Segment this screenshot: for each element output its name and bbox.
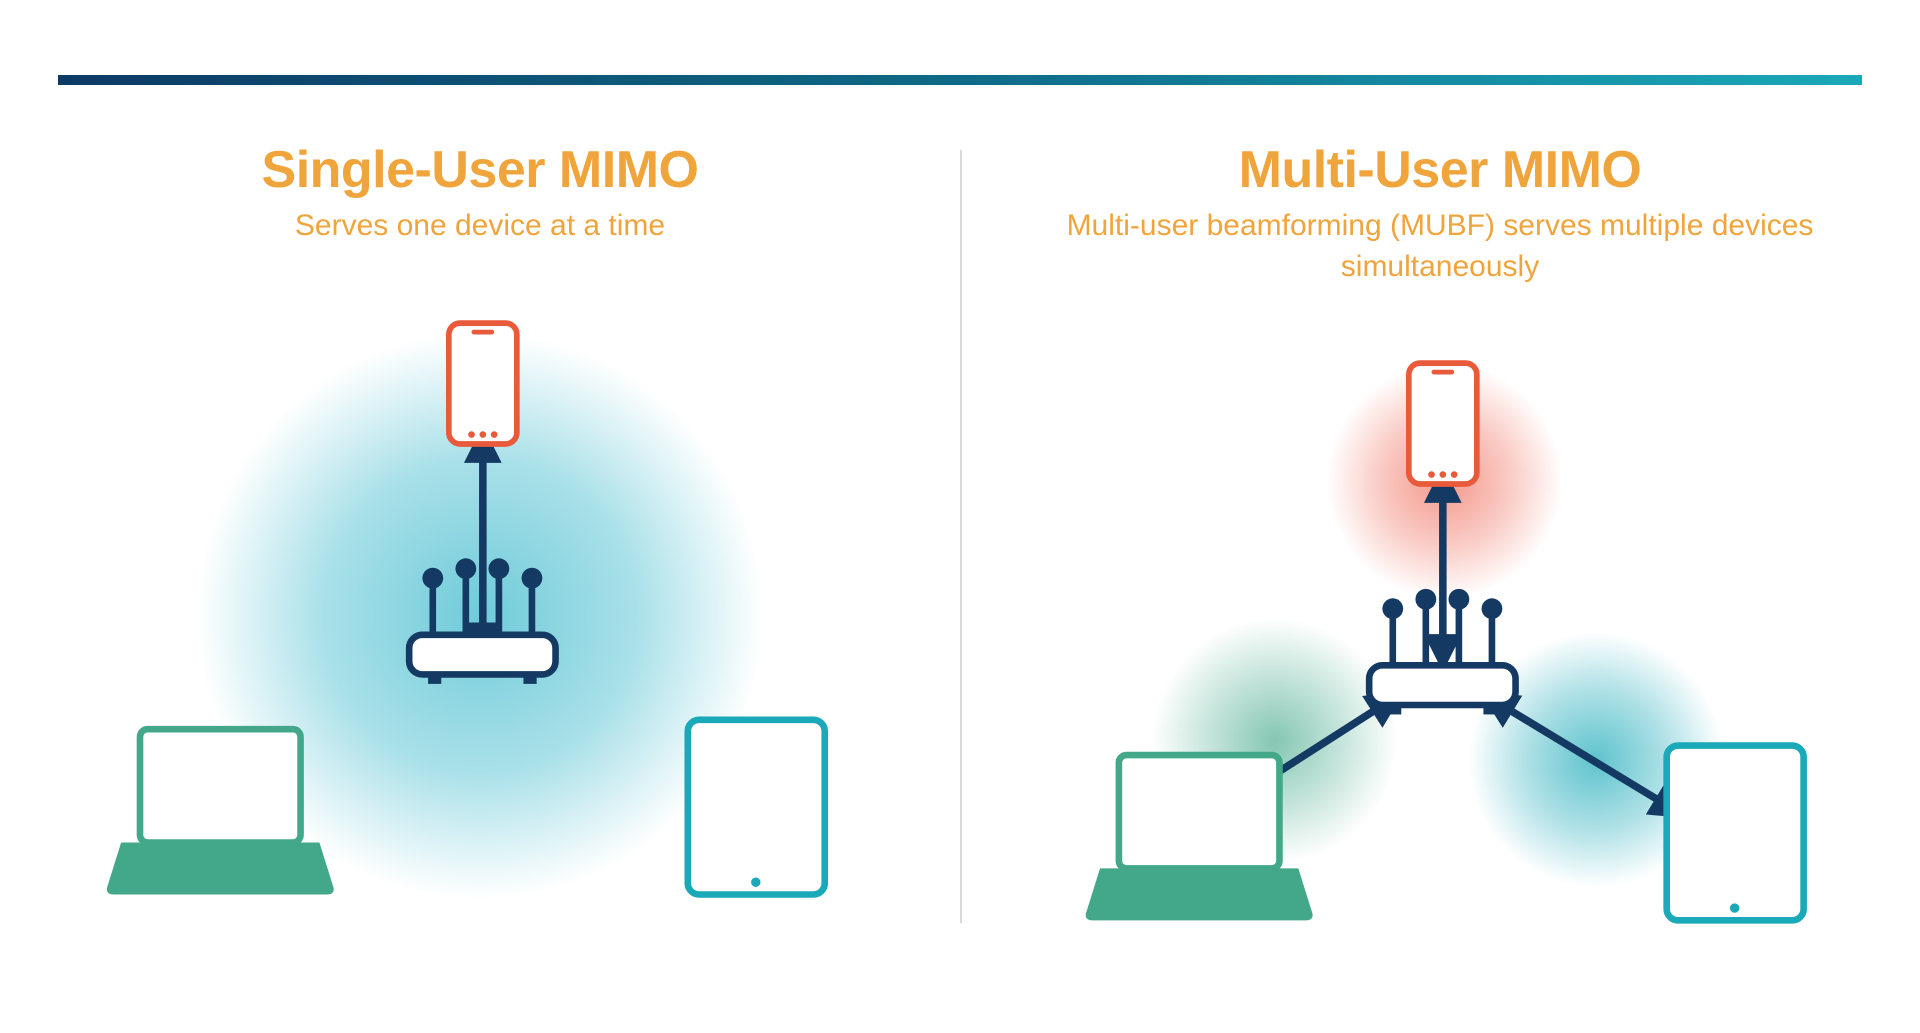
panel-title: Multi-User MIMO: [960, 140, 1920, 200]
panel-multi-user: Multi-User MIMO Multi-user beamforming (…: [960, 120, 1920, 1033]
top-accent-bar: [58, 75, 1862, 85]
tablet-icon: [1667, 746, 1804, 921]
laptop-icon: [1086, 755, 1313, 920]
panels-container: Single-User MIMO Serves one device at a …: [0, 120, 1920, 1033]
phone-icon: [1409, 363, 1477, 484]
single-user-canvas: [0, 257, 960, 937]
panel-single-user: Single-User MIMO Serves one device at a …: [0, 120, 960, 1033]
panel-subtitle: Multi-user beamforming (MUBF) serves mul…: [960, 206, 1920, 287]
multi-user-canvas: [960, 297, 1920, 977]
tablet-icon: [688, 719, 825, 894]
panel-title: Single-User MIMO: [0, 140, 960, 200]
laptop-icon: [107, 729, 334, 894]
panel-subtitle: Serves one device at a time: [0, 206, 960, 247]
phone-icon: [449, 323, 517, 444]
